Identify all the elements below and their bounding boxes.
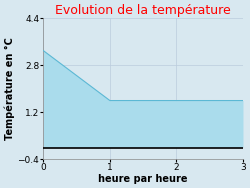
Y-axis label: Température en °C: Température en °C <box>4 37 15 140</box>
X-axis label: heure par heure: heure par heure <box>98 174 188 184</box>
Title: Evolution de la température: Evolution de la température <box>55 4 231 17</box>
